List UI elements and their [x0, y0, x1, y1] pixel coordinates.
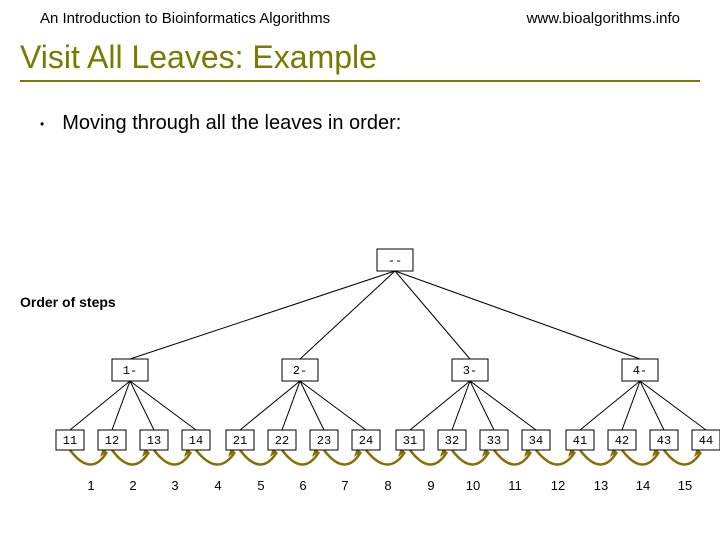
edge-mid-leaf: [300, 381, 366, 430]
step-number: 14: [636, 478, 650, 493]
svg-text:2-: 2-: [293, 364, 307, 378]
step-arrow: [452, 450, 489, 465]
svg-text:32: 32: [445, 434, 459, 448]
step-arrow: [494, 450, 531, 465]
svg-text:34: 34: [529, 434, 543, 448]
edge-mid-leaf: [300, 381, 324, 430]
tree-mid-node: 3-: [452, 359, 488, 381]
header-right: www.bioalgorithms.info: [527, 10, 680, 27]
edge-mid-leaf: [640, 381, 706, 430]
edge-mid-leaf: [470, 381, 494, 430]
step-number: 7: [341, 478, 348, 493]
edge-mid-leaf: [130, 381, 154, 430]
tree-diagram: 123456789101112131415--1-2-3-4-111213142…: [0, 230, 720, 510]
step-arrow: [536, 450, 575, 465]
edge-root-mid: [395, 271, 640, 359]
tree-mid-node: 1-: [112, 359, 148, 381]
bullet-row: •Moving through all the leaves in order:: [0, 82, 720, 135]
edge-root-mid: [300, 271, 395, 359]
step-number: 3: [171, 478, 178, 493]
svg-text:31: 31: [403, 434, 417, 448]
tree-leaf-node: 33: [480, 430, 508, 450]
svg-text:22: 22: [275, 434, 289, 448]
tree-leaf-node: 24: [352, 430, 380, 450]
svg-text:21: 21: [233, 434, 247, 448]
tree-root-node: --: [377, 249, 413, 271]
svg-text:--: --: [388, 254, 402, 268]
step-number: 6: [299, 478, 306, 493]
tree-leaf-node: 42: [608, 430, 636, 450]
edge-mid-leaf: [470, 381, 536, 430]
step-arrow: [196, 450, 235, 465]
step-number: 12: [551, 478, 565, 493]
step-arrow: [240, 450, 277, 465]
step-arrow: [622, 450, 659, 465]
svg-text:41: 41: [573, 434, 587, 448]
tree-leaf-node: 12: [98, 430, 126, 450]
svg-text:13: 13: [147, 434, 161, 448]
tree-leaf-node: 23: [310, 430, 338, 450]
svg-text:23: 23: [317, 434, 331, 448]
tree-leaf-node: 11: [56, 430, 84, 450]
slide-title: Visit All Leaves: Example: [20, 39, 700, 80]
tree-leaf-node: 21: [226, 430, 254, 450]
step-number: 4: [214, 478, 221, 493]
tree-mid-node: 2-: [282, 359, 318, 381]
svg-text:1-: 1-: [123, 364, 137, 378]
svg-text:44: 44: [699, 434, 713, 448]
bullet-text: Moving through all the leaves in order:: [62, 112, 401, 134]
slide-header: An Introduction to Bioinformatics Algori…: [0, 0, 720, 33]
step-arrow: [324, 450, 361, 465]
step-arrow: [580, 450, 617, 465]
tree-leaf-node: 14: [182, 430, 210, 450]
edge-mid-leaf: [640, 381, 664, 430]
tree-leaf-node: 31: [396, 430, 424, 450]
step-arrow: [664, 450, 701, 465]
title-block: Visit All Leaves: Example: [0, 33, 720, 82]
tree-leaf-node: 43: [650, 430, 678, 450]
tree-leaf-node: 41: [566, 430, 594, 450]
svg-text:14: 14: [189, 434, 203, 448]
tree-leaf-node: 34: [522, 430, 550, 450]
step-arrow: [282, 450, 319, 465]
step-number: 9: [427, 478, 434, 493]
tree-leaf-node: 13: [140, 430, 168, 450]
step-arrow: [112, 450, 149, 465]
step-number: 5: [257, 478, 264, 493]
svg-text:12: 12: [105, 434, 119, 448]
step-number: 1: [87, 478, 94, 493]
tree-leaf-node: 44: [692, 430, 720, 450]
step-number: 15: [678, 478, 692, 493]
step-number: 8: [384, 478, 391, 493]
svg-text:33: 33: [487, 434, 501, 448]
tree-mid-node: 4-: [622, 359, 658, 381]
step-number: 11: [508, 478, 522, 493]
svg-text:4-: 4-: [633, 364, 647, 378]
step-arrow: [70, 450, 107, 465]
edge-mid-leaf: [130, 381, 196, 430]
bullet-marker: •: [40, 117, 62, 131]
svg-text:11: 11: [63, 434, 77, 448]
step-arrow: [366, 450, 405, 465]
svg-text:24: 24: [359, 434, 373, 448]
tree-leaf-node: 32: [438, 430, 466, 450]
step-number: 10: [466, 478, 480, 493]
step-number: 2: [129, 478, 136, 493]
step-arrow: [410, 450, 447, 465]
svg-text:3-: 3-: [463, 364, 477, 378]
step-arrow: [154, 450, 191, 465]
step-number: 13: [594, 478, 608, 493]
tree-leaf-node: 22: [268, 430, 296, 450]
svg-text:43: 43: [657, 434, 671, 448]
edge-root-mid: [130, 271, 395, 359]
svg-text:42: 42: [615, 434, 629, 448]
header-left: An Introduction to Bioinformatics Algori…: [40, 10, 330, 27]
